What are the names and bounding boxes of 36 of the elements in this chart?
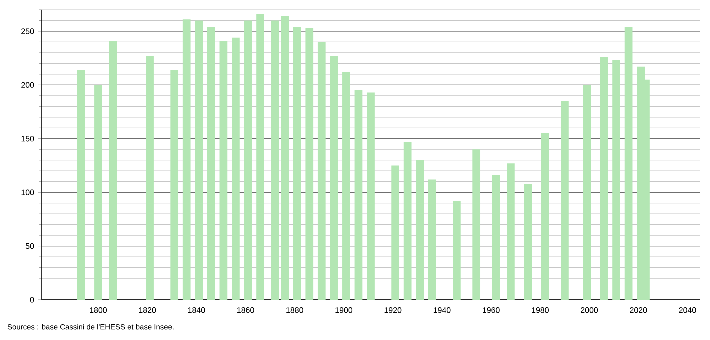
bar (170, 70, 179, 300)
bar (472, 150, 481, 300)
bar (232, 38, 240, 300)
bar (392, 166, 400, 300)
bar (109, 41, 118, 300)
bar (182, 20, 191, 300)
bar (416, 160, 424, 300)
bar (271, 20, 280, 300)
bar (293, 27, 302, 300)
bar (507, 164, 515, 300)
bar (244, 20, 252, 300)
bar (428, 180, 436, 300)
bar (624, 27, 633, 300)
bar (306, 28, 314, 300)
bar (583, 85, 591, 300)
bar (220, 41, 228, 300)
bar (612, 60, 620, 300)
bar (94, 85, 102, 300)
bar (207, 27, 216, 300)
bar (541, 134, 550, 300)
bar (330, 56, 338, 300)
bar (561, 101, 569, 300)
bar (404, 142, 412, 300)
bar (281, 16, 289, 300)
bar (492, 175, 500, 300)
bar (146, 56, 154, 300)
bar (318, 42, 326, 300)
bar (354, 90, 363, 300)
bar (367, 92, 375, 300)
bar (342, 72, 350, 300)
bar (77, 70, 86, 300)
bar (524, 184, 532, 300)
bar (256, 14, 264, 300)
bar (600, 57, 608, 300)
bar (195, 20, 204, 300)
bar (453, 201, 461, 300)
